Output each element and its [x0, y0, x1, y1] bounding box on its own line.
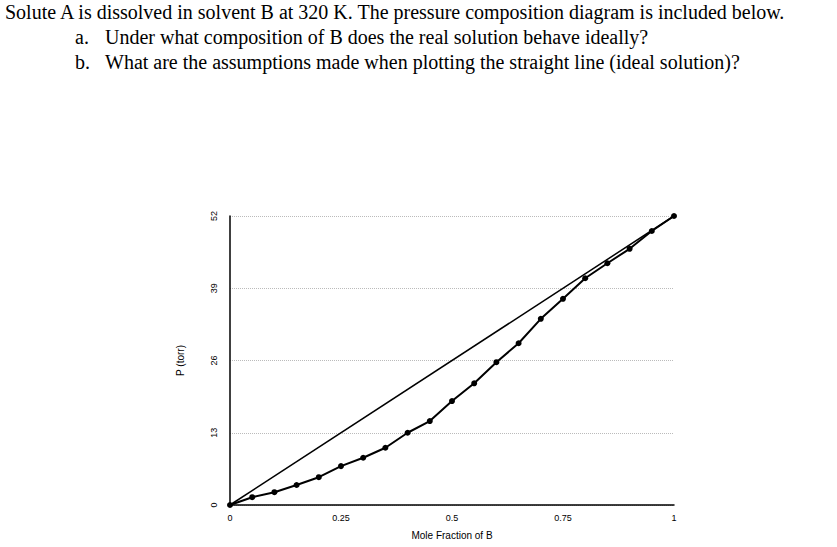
svg-text:0.25: 0.25 [332, 513, 350, 523]
svg-text:0.5: 0.5 [446, 513, 459, 523]
svg-text:13: 13 [209, 428, 219, 438]
svg-text:0.75: 0.75 [554, 513, 572, 523]
html-text:a.: a. [75, 26, 89, 48]
html-text:b.: b. [75, 51, 90, 73]
html-text:Under what composition of B do: Under what composition of B does the rea… [105, 26, 649, 48]
svg-text:1: 1 [671, 513, 676, 523]
html-text:Solute A is dissolved in solve: Solute A is dissolved in solvent B at 32… [5, 1, 785, 23]
svg-text:52: 52 [209, 211, 219, 221]
svg-text:Mole Fraction of B: Mole Fraction of B [411, 530, 492, 541]
svg-text:P (torr): P (torr) [175, 345, 186, 376]
svg-text:0: 0 [209, 502, 219, 507]
svg-text:26: 26 [209, 355, 219, 365]
svg-text:39: 39 [209, 283, 219, 293]
svg-text:0: 0 [227, 513, 232, 523]
html-text:What are the assumptions made: What are the assumptions made when plott… [105, 51, 740, 73]
